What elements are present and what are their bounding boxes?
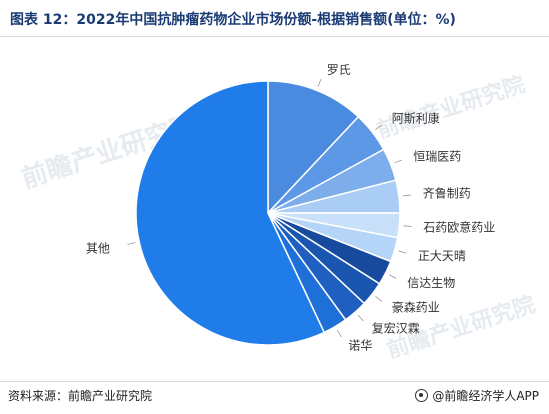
pie-leader-line <box>403 225 412 227</box>
title-divider <box>0 36 549 37</box>
pie-slice-label: 正大天晴 <box>418 249 466 263</box>
pie-slice-label: 阿斯利康 <box>392 111 440 126</box>
brand-credit: @前瞻经济学人APP <box>415 387 539 404</box>
pie-slices <box>135 80 401 346</box>
pie-slice-label: 罗氏 <box>327 63 351 77</box>
chart-title: 图表 12：2022年中国抗肿瘤药物企业市场份额-根据销售额(单位：%) <box>10 12 456 28</box>
footer-divider <box>0 381 549 382</box>
pie-leader-line <box>357 314 364 322</box>
pie-chart: 前瞻产业研究院 前瞻产业研究院 前瞻产业研究院 罗氏 阿斯利康 恒瑞医药 齐鲁制药 石药欧意… <box>0 38 549 376</box>
pie-leader-lines <box>127 78 412 338</box>
brand-text: @前瞻经济学人APP <box>432 389 539 403</box>
pie-leader-line <box>317 78 322 87</box>
pie-slice-label: 石药欧意药业 <box>423 220 495 235</box>
pie-slice <box>267 80 360 215</box>
source-note: 资料来源：前瞻产业研究院 <box>8 389 153 403</box>
pie-slice-label: 信达生物 <box>407 276 455 290</box>
watermark-text: 前瞻产业研究院 <box>374 71 529 143</box>
pie-leader-line <box>394 159 403 164</box>
pie-slice <box>135 80 326 346</box>
pie-slice-label: 其他 <box>86 241 110 255</box>
pie-leader-line <box>375 296 383 302</box>
pie-slice-label: 诺华 <box>348 339 372 353</box>
pie-leader-line <box>402 194 411 197</box>
pie-leader-line <box>398 250 407 254</box>
pie-leader-line <box>127 242 136 245</box>
pie-slice-label: 复宏汉霖 <box>372 321 420 336</box>
pie-slice-label: 豪森药业 <box>392 299 440 314</box>
pie-slice-label: 齐鲁制药 <box>423 186 471 201</box>
pie-leader-line <box>388 274 397 279</box>
pie-slice-label: 恒瑞医药 <box>413 149 461 163</box>
brand-logo-icon <box>415 389 429 402</box>
pie-leader-line <box>375 124 383 130</box>
pie-leader-line <box>336 329 342 338</box>
